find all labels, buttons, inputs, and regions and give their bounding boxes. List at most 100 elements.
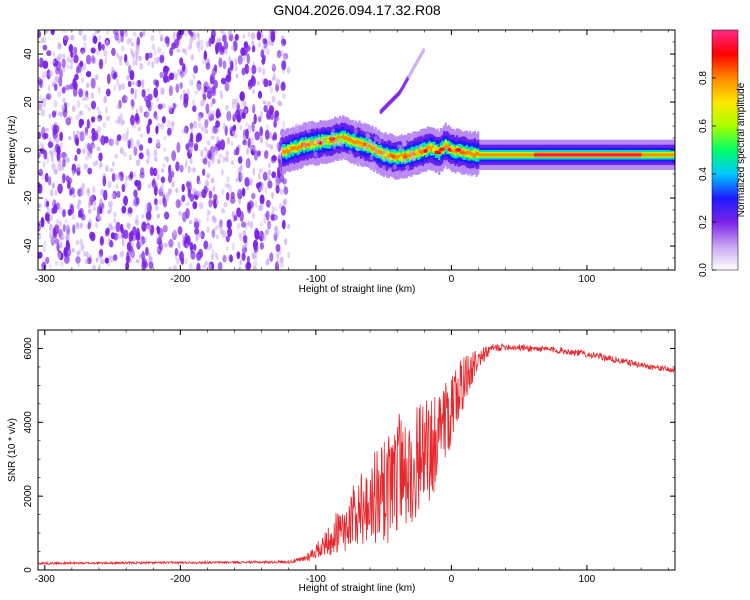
spectrogram-noise-cell — [189, 241, 194, 251]
spectrogram-noise-cell — [122, 119, 126, 126]
spectrogram-noise-cell — [263, 217, 266, 224]
spectrogram-noise-cell — [54, 238, 60, 245]
spectrogram-noise-cell — [133, 171, 136, 179]
spectrogram-noise-cell — [175, 161, 180, 172]
spectrogram-noise-cell — [104, 56, 108, 65]
spectrogram-noise-cell — [281, 42, 284, 48]
spectrogram-noise-cell — [132, 31, 137, 37]
spectrogram-noise-cell — [252, 167, 256, 176]
spectrogram-noise-cell — [224, 157, 228, 162]
spectrogram-noise-cell — [217, 42, 223, 49]
spectrogram-noise-cell — [136, 139, 141, 148]
spectrogram-noise-cell — [280, 256, 284, 263]
spectrogram-noise-cell — [153, 156, 158, 162]
spectrogram-ridge-cell — [527, 153, 530, 157]
spectrogram-ridge-cell — [472, 153, 475, 157]
spectrogram-noise-cell — [266, 101, 272, 107]
spectrogram-noise-cell — [147, 225, 152, 230]
spectrogram-noise-cell — [203, 50, 207, 61]
spectrogram-noise-cell — [127, 207, 133, 214]
spectrogram-ridge-peak — [431, 147, 436, 152]
spectrogram-ridge-cell — [506, 153, 509, 157]
spectrogram-scatter-cell — [382, 149, 387, 156]
spectrogram-ridge-cell — [543, 153, 546, 157]
spectrogram-noise-cell — [86, 149, 90, 155]
spectrogram-noise-cell — [48, 113, 52, 119]
spectrogram-ridge-cell — [608, 153, 612, 157]
spectrogram-noise-cell — [211, 126, 216, 135]
spectrogram-ridge-cell — [618, 153, 621, 157]
spectrogram-noise-cell — [86, 82, 90, 88]
spectrogram-noise-cell — [179, 94, 183, 101]
spectrogram-noise-cell — [250, 76, 256, 87]
spectrogram-noise-cell — [216, 136, 220, 144]
spectrogram-noise-cell — [139, 31, 143, 38]
spectrogram-noise-cell — [72, 224, 76, 235]
spectrogram-noise-cell — [125, 61, 130, 66]
spectrogram-noise-cell — [43, 132, 49, 139]
spectrogram-ridge-cell — [672, 153, 675, 157]
spectrogram-ridge-cell — [430, 143, 433, 151]
spectrogram-noise-cell — [116, 134, 122, 142]
spectrogram-scatter-cell — [331, 128, 336, 135]
spectrogram-noise-cell — [275, 83, 280, 92]
spectrogram-noise-cell — [187, 165, 191, 174]
spectrogram-ridge-cell — [540, 153, 543, 157]
spectrogram-noise-cell — [130, 50, 134, 56]
spectrogram-noise-cell — [168, 188, 173, 195]
spectrogram-noise-cell — [271, 171, 277, 179]
spectrogram-noise-cell — [111, 192, 116, 200]
spectrogram-ridge-cell — [446, 144, 449, 149]
spectrogram-noise-cell — [107, 238, 111, 242]
spectrogram-noise-cell — [276, 50, 282, 59]
spectrogram-ridge-cell — [308, 139, 311, 147]
spectrogram-scatter-cell — [288, 128, 293, 135]
spectrogram-noise-cell — [214, 143, 219, 152]
spectrogram-noise-cell — [145, 246, 149, 256]
spectrogram-noise-cell — [205, 62, 211, 70]
spectrogram-noise-cell — [171, 42, 176, 50]
spectrogram-noise-cell — [203, 146, 207, 152]
spectrogram-noise-cell — [222, 60, 227, 70]
spectrogram-noise-cell — [268, 34, 271, 43]
spectrogram-noise-cell — [143, 261, 149, 269]
spectrogram-ridge-cell — [403, 152, 407, 157]
spectrogram-noise-cell — [271, 63, 276, 69]
spectrogram-noise-cell — [183, 30, 188, 37]
spectrogram-ridge-peak — [434, 150, 442, 155]
spectrogram-noise-cell — [65, 233, 69, 241]
spectrogram-noise-cell — [58, 43, 62, 50]
spectrogram-noise-cell — [242, 234, 248, 244]
spectrogram-ridge-cell — [578, 153, 581, 157]
spectrogram-noise-cell — [115, 221, 121, 233]
spectrogram-noise-cell — [267, 176, 271, 182]
spectrogram-noise-cell — [95, 74, 98, 81]
spectrogram-noise-cell — [56, 202, 60, 210]
spectrogram-noise-cell — [183, 126, 187, 135]
spectrogram-noise-cell — [53, 168, 58, 175]
spectrogram-noise-cell — [267, 143, 272, 149]
spectrogram-ridge-cell — [439, 149, 442, 154]
spectrogram-noise-cell — [153, 79, 158, 86]
spectrogram-noise-cell — [190, 250, 196, 260]
spectrogram-noise-cell — [80, 188, 84, 197]
spectrogram-noise-cell — [265, 124, 269, 129]
spectrogram-scatter-cell — [392, 163, 397, 170]
spectrogram-ridge-cell — [634, 153, 638, 157]
spectrogram-noise-cell — [165, 194, 169, 202]
spectrogram-noise-cell — [196, 262, 201, 270]
spectrogram-scatter-cell — [333, 138, 338, 145]
spectrogram-ridge-cell — [649, 153, 652, 157]
spectrogram-noise-cell — [98, 135, 101, 143]
spectrogram-ridge-cell — [525, 153, 529, 157]
spectrogram-ridge-cell — [615, 153, 618, 157]
spectrogram-ridge-cell — [665, 153, 668, 157]
spectrogram-noise-cell — [161, 116, 166, 124]
spectrogram-noise-cell — [244, 63, 250, 75]
spectrogram-noise-cell — [257, 42, 262, 48]
spectrogram-noise-cell — [271, 155, 277, 162]
spectrogram-noise-cell — [190, 126, 194, 134]
spectrogram-noise-cell — [77, 261, 80, 268]
spectrogram-noise-cell — [262, 100, 267, 105]
spectrogram-noise-cell — [91, 116, 96, 123]
